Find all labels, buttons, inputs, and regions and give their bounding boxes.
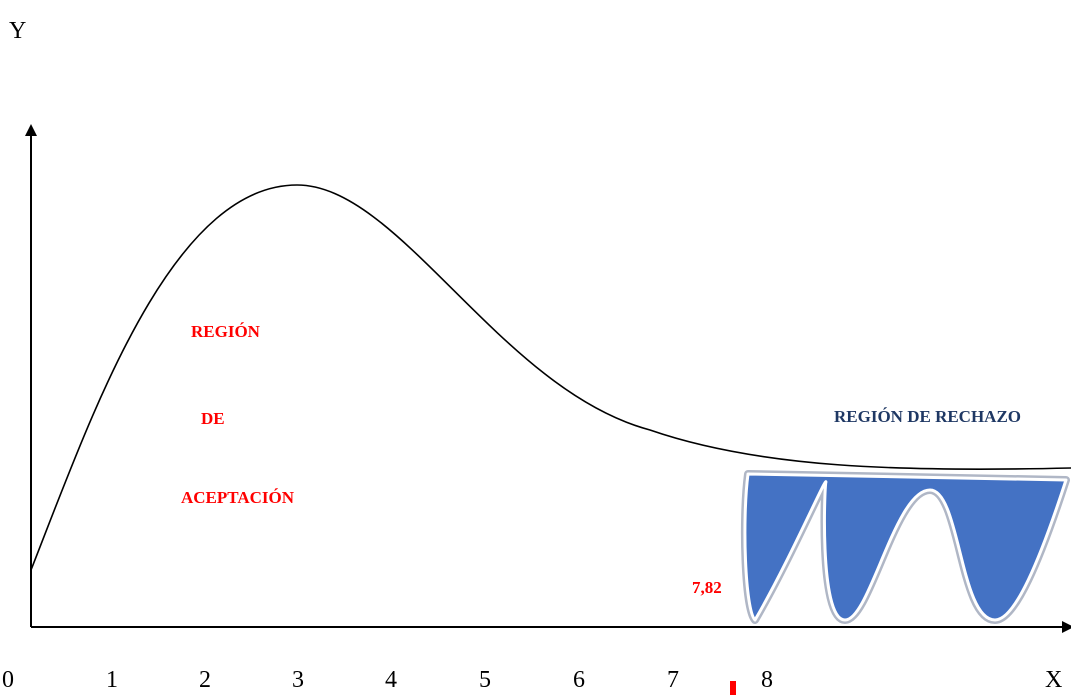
acceptance-label-line1: REGIÓN	[191, 322, 261, 341]
critical-value-label: 7,82	[692, 578, 722, 597]
acceptance-label-line3: ACEPTACIÓN	[181, 488, 295, 507]
x-tick-label: 2	[199, 667, 211, 693]
x-tick-label: 4	[385, 667, 397, 693]
x-tick-label: 3	[292, 667, 304, 693]
y-axis-letter: Y	[9, 18, 26, 44]
rejection-region-shape	[740, 470, 1070, 624]
x-tick-label: 6	[573, 667, 585, 693]
origin-label: 0	[2, 667, 14, 693]
x-axis-letter: X	[1045, 667, 1062, 693]
acceptance-label-line2: DE	[201, 409, 225, 428]
critical-value-marker	[730, 681, 736, 695]
x-tick-label: 1	[106, 667, 118, 693]
rejection-label: REGIÓN DE RECHAZO	[834, 407, 1021, 426]
density-curve	[30, 184, 1071, 571]
x-tick-label: 5	[479, 667, 491, 693]
x-tick-label: 8	[761, 667, 773, 693]
x-tick-label: 7	[667, 667, 679, 693]
